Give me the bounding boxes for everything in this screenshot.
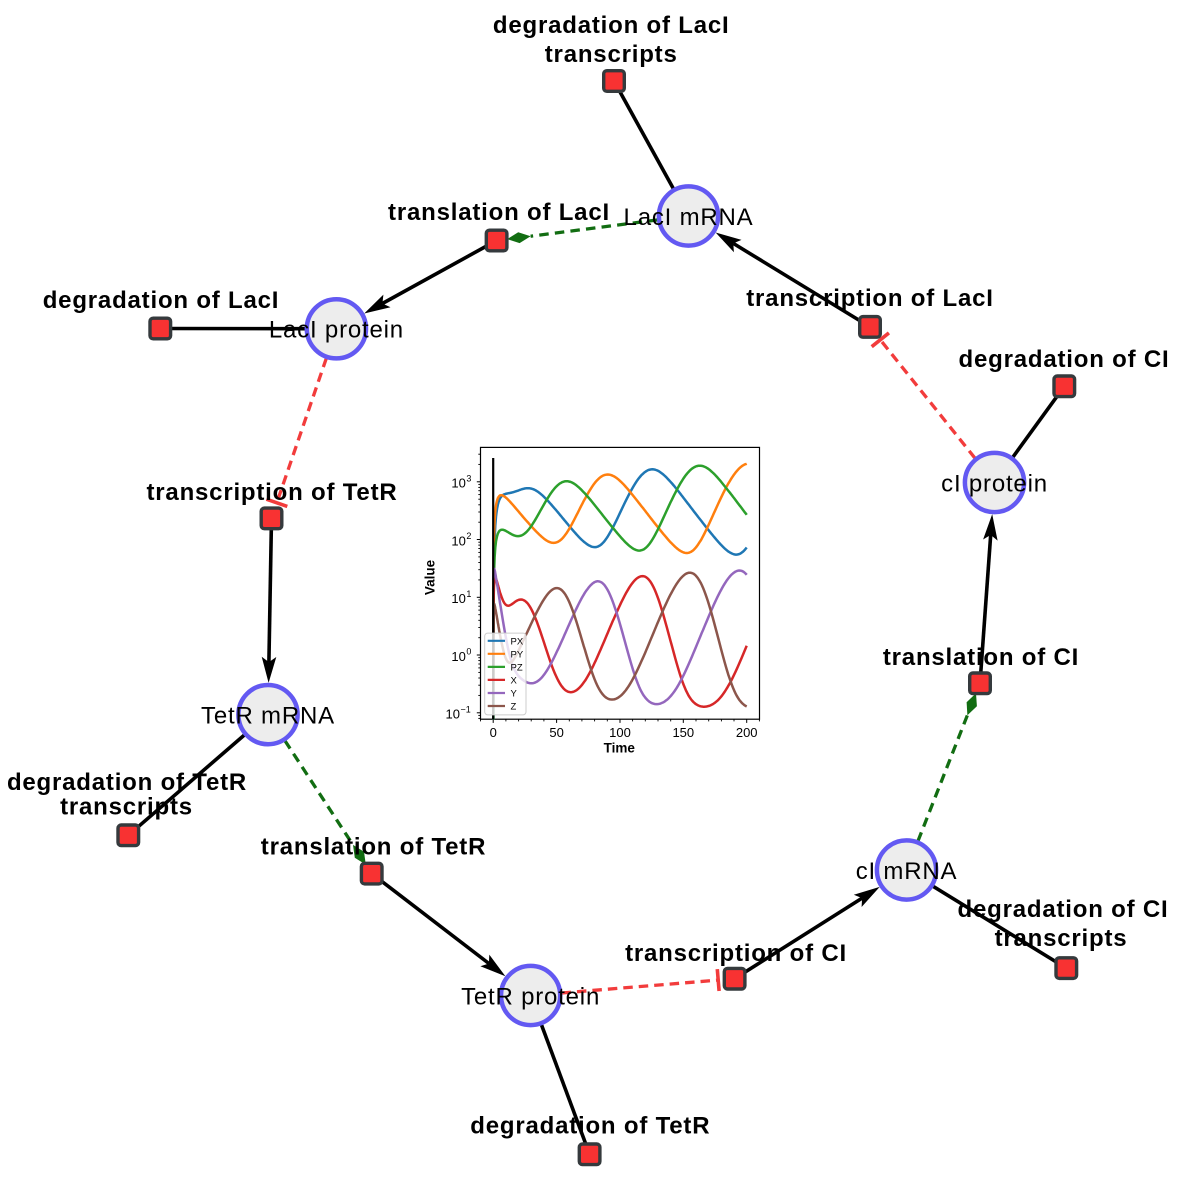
svg-text:3: 3 [466,473,471,483]
svg-text:degradation of LacI: degradation of LacI [43,287,280,314]
svg-text:Y: Y [511,689,518,700]
svg-text:degradation of TetR: degradation of TetR [470,1113,710,1140]
svg-text:degradation of CI: degradation of CI [959,346,1170,373]
svg-text:TetR mRNA: TetR mRNA [201,702,335,729]
svg-text:PZ: PZ [511,662,523,673]
svg-text:cI mRNA: cI mRNA [856,858,958,885]
svg-text:degradation of TetR: degradation of TetR [7,769,247,796]
svg-text:0: 0 [466,647,471,657]
svg-text:translation of LacI: translation of LacI [388,199,610,226]
svg-text:transcription of LacI: transcription of LacI [746,285,994,312]
svg-text:degradation of LacI: degradation of LacI [493,12,730,39]
svg-text:translation of TetR: translation of TetR [261,833,486,860]
svg-text:10: 10 [451,533,465,548]
svg-text:translation of CI: translation of CI [883,644,1079,671]
svg-text:10: 10 [446,707,460,722]
svg-text:transcripts: transcripts [60,794,193,821]
svg-text:LacI protein: LacI protein [269,317,404,344]
svg-text:transcripts: transcripts [995,925,1128,952]
svg-text:PY: PY [511,649,524,660]
svg-text:0: 0 [490,725,497,740]
svg-text:PX: PX [511,636,524,647]
svg-text:10: 10 [451,649,465,664]
svg-text:transcripts: transcripts [545,41,678,68]
svg-text:transcription of CI: transcription of CI [625,940,847,967]
svg-text:−1: −1 [461,704,471,714]
svg-text:50: 50 [549,725,563,740]
svg-text:transcription of TetR: transcription of TetR [146,479,397,506]
svg-text:200: 200 [736,725,758,740]
svg-text:degradation of CI: degradation of CI [958,896,1169,923]
svg-text:10: 10 [451,591,465,606]
svg-text:10: 10 [451,476,465,491]
svg-text:2: 2 [466,531,471,541]
svg-text:TetR protein: TetR protein [461,983,600,1010]
svg-text:Time: Time [604,741,636,756]
svg-text:Value: Value [423,559,438,595]
svg-text:100: 100 [609,725,631,740]
svg-text:Z: Z [511,702,517,713]
svg-text:X: X [511,675,518,686]
svg-text:cI protein: cI protein [941,470,1048,497]
svg-text:1: 1 [466,589,471,599]
svg-text:LacI mRNA: LacI mRNA [624,204,754,231]
svg-text:150: 150 [672,725,694,740]
